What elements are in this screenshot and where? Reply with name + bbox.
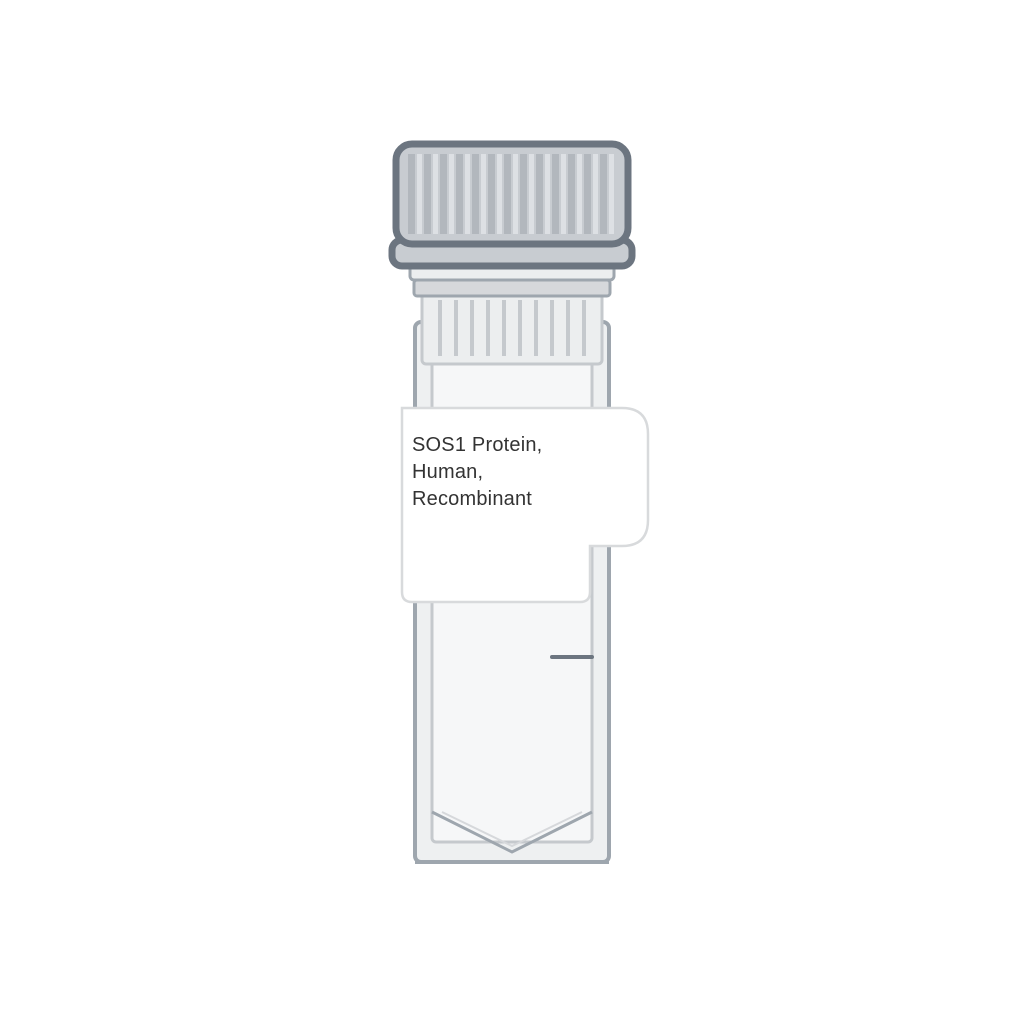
collar-band-lower xyxy=(414,280,610,296)
vial-label-text: SOS1 Protein, Human, Recombinant xyxy=(412,432,542,513)
neck-ribbed xyxy=(422,292,602,364)
label-line-3: Recombinant xyxy=(412,486,542,513)
label-line-1: SOS1 Protein, xyxy=(412,432,542,459)
vial-illustration: SOS1 Protein, Human, Recombinant xyxy=(352,132,672,892)
label-line-2: Human, xyxy=(412,459,542,486)
